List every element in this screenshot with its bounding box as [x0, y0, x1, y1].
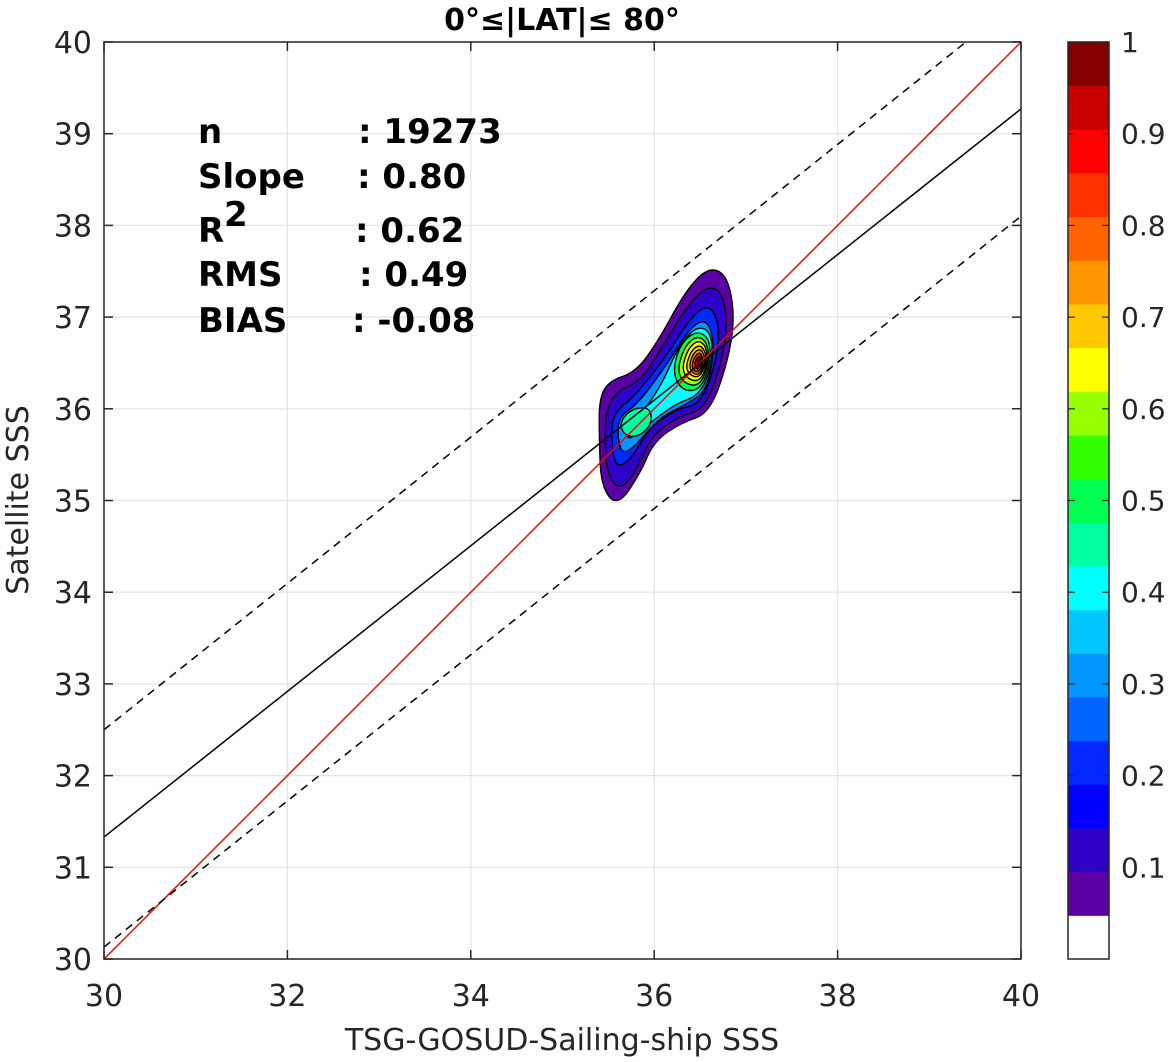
density-contours	[598, 269, 734, 502]
stat-name: Slope	[198, 157, 305, 197]
colorbar-segment	[1068, 129, 1109, 174]
x-tick-label: 38	[819, 979, 857, 1014]
colorbar-segment	[1068, 697, 1109, 742]
stat-name: BIAS	[198, 301, 287, 341]
x-tick-label: 30	[85, 979, 123, 1014]
colorbar-segment	[1068, 784, 1109, 829]
y-tick-label: 40	[54, 26, 92, 61]
y-axis-label: Satellite SSS	[1, 405, 36, 595]
colorbar-segment	[1068, 173, 1109, 218]
reference-lines	[103, 41, 1022, 960]
colorbar-segment	[1068, 42, 1109, 87]
stat-value: : 0.80	[357, 157, 466, 197]
y-tick-label: 39	[54, 118, 92, 153]
colorbar-tick-label: 0.8	[1121, 209, 1166, 242]
colorbar-segment	[1068, 391, 1109, 436]
stat-value: : 0.62	[355, 211, 464, 251]
y-tick-label: 38	[54, 209, 92, 244]
colorbar-tick-label: 1	[1121, 26, 1139, 59]
colorbar-segment	[1068, 260, 1109, 305]
y-tick-label: 31	[54, 851, 92, 886]
stat-value: : 19273	[358, 112, 502, 152]
colorbar-tick-label: 0.9	[1121, 118, 1166, 151]
y-tick-label: 35	[54, 485, 92, 520]
stats-box: n : 19273 Slope : 0.80 R 2 : 0.62 RMS : 0.49 BIAS…	[198, 112, 502, 341]
colorbar-segment	[1068, 216, 1109, 261]
colorbar-segment	[1068, 915, 1109, 960]
colorbar: 0.1 0.2 0.3 0.4 0.5 0.6 0.7 0.8 0.9 1	[1067, 26, 1166, 960]
colorbar-segment	[1068, 828, 1109, 873]
axis-ticks: 30 32 34 36 38 40 30 31 32 33 34 35 36 37 38 39 40	[54, 26, 1040, 1014]
colorbar-segment	[1068, 435, 1109, 480]
chart-title: 0°≤|LAT|≤ 80°	[444, 3, 680, 38]
stat-superscript: 2	[224, 195, 248, 235]
colorbar-segment	[1068, 740, 1109, 785]
stat-value: : 0.49	[359, 255, 468, 295]
y-tick-label: 32	[54, 760, 92, 795]
colorbar-tick-label: 0.3	[1121, 668, 1166, 701]
colorbar-tick-label: 0.4	[1121, 576, 1166, 609]
colorbar-tick-label: 0.6	[1121, 393, 1166, 426]
y-tick-label: 30	[54, 943, 92, 978]
upper-bound-line	[103, 41, 967, 731]
contour-secondary-lobe	[620, 407, 652, 438]
x-tick-label: 32	[268, 979, 306, 1014]
x-tick-label: 36	[635, 979, 673, 1014]
y-tick-label: 36	[54, 393, 92, 428]
colorbar-segment	[1068, 871, 1109, 916]
one-to-one-line	[103, 41, 1022, 960]
colorbar-tick-label: 0.7	[1121, 301, 1166, 334]
y-tick-label: 34	[54, 576, 92, 611]
colorbar-segment	[1068, 347, 1109, 392]
regression-line	[103, 108, 1022, 838]
stat-value: : -0.08	[352, 301, 475, 341]
colorbar-tick-label: 0.1	[1121, 851, 1166, 884]
colorbar-segment	[1068, 609, 1109, 654]
stat-name: n	[198, 112, 222, 152]
stat-name: RMS	[198, 255, 283, 295]
colorbar-segment	[1068, 653, 1109, 698]
x-tick-label: 40	[1002, 979, 1040, 1014]
y-tick-label: 37	[54, 301, 92, 336]
x-axis-label: TSG-GOSUD-Sailing-ship SSS	[344, 1023, 779, 1058]
colorbar-segment	[1068, 522, 1109, 567]
colorbar-segment	[1068, 304, 1109, 349]
x-tick-label: 34	[452, 979, 490, 1014]
stat-name: R	[198, 211, 224, 251]
colorbar-tick-label: 0.5	[1121, 485, 1166, 518]
colorbar-segment	[1068, 85, 1109, 130]
y-tick-label: 33	[54, 668, 92, 703]
colorbar-tick-label: 0.2	[1121, 760, 1166, 793]
colorbar-segment	[1068, 566, 1109, 611]
